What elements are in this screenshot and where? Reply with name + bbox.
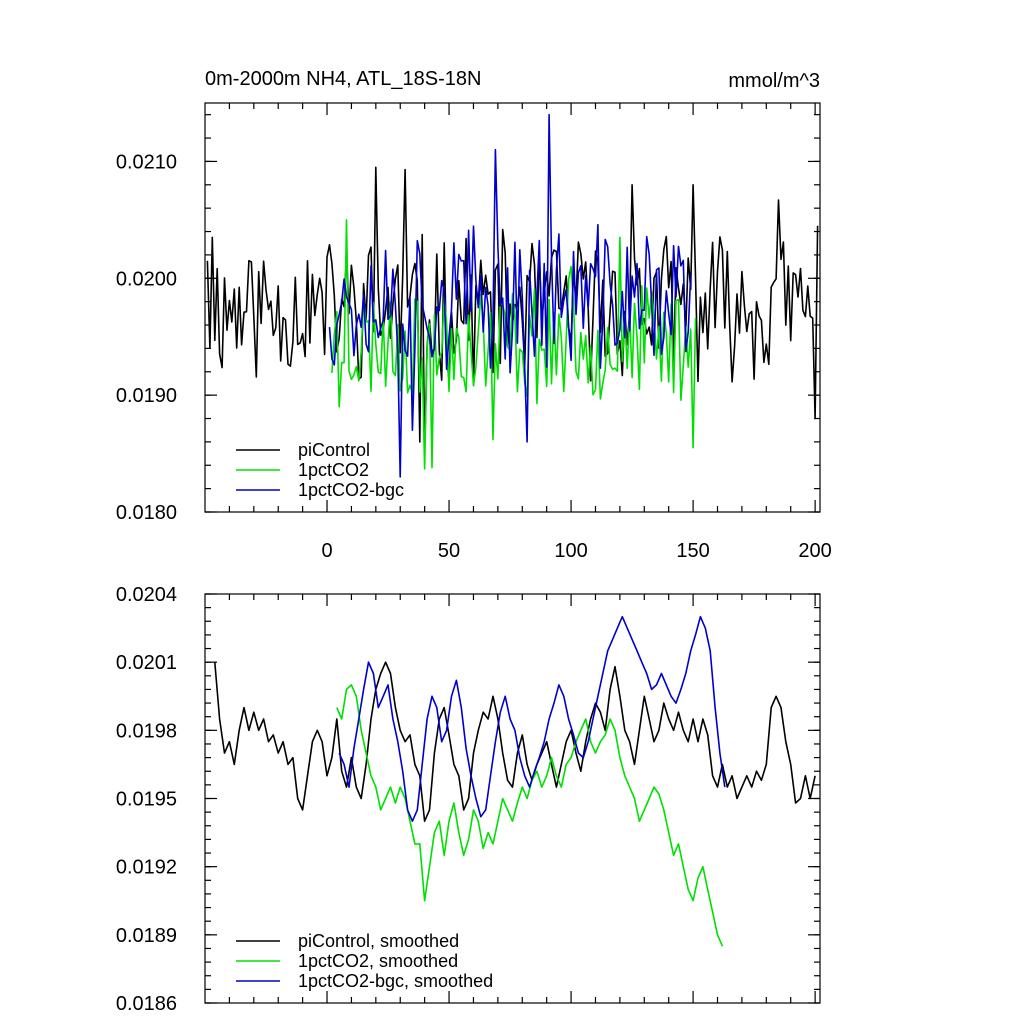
y-tick-label: 0.0192 <box>116 857 177 879</box>
top-series-1pctco2-bgc <box>328 113 692 478</box>
bottom-panel-series <box>214 615 816 947</box>
bottom-series-1pctco2-bgc-smoothed <box>338 615 726 822</box>
top-panel-units: mmol/m^3 <box>728 70 820 92</box>
top-panel-ticks <box>205 103 820 513</box>
y-tick-label: 0.0195 <box>116 789 177 811</box>
legend-label: piControl, smoothed <box>298 931 459 951</box>
y-tick-label: 0.0210 <box>116 151 177 173</box>
legend-label: 1pctCO2 <box>298 460 369 480</box>
x-tick-label: 50 <box>438 540 460 562</box>
y-tick-label: 0.0198 <box>116 720 177 742</box>
bottom-panel: 0.0186 0.0189 0.0192 0.0195 0.0198 0.0201 0.02… <box>116 584 821 1015</box>
y-tick-label: 0.0189 <box>116 925 177 947</box>
legend-label: 1pctCO2-bgc <box>298 480 404 500</box>
y-tick-label: 0.0180 <box>116 502 177 524</box>
top-panel-title: 0m-2000m NH4, ATL_18S-18N <box>205 68 481 90</box>
legend-label: 1pctCO2, smoothed <box>298 951 458 971</box>
y-tick-label: 0.0190 <box>116 385 177 407</box>
x-tick-label: 0 <box>321 540 332 562</box>
bottom-panel-tick-labels: 0.0186 0.0189 0.0192 0.0195 0.0198 0.0201 0.02… <box>116 584 177 1015</box>
bottom-series-picontrol-smoothed <box>214 661 816 822</box>
y-tick-label: 0.0200 <box>116 268 177 290</box>
top-panel-frame <box>204 102 821 513</box>
x-tick-label: 200 <box>798 540 831 562</box>
x-tick-label: 150 <box>676 540 709 562</box>
x-tick-label: 100 <box>554 540 587 562</box>
legend-label: 1pctCO2-bgc, smoothed <box>298 971 493 991</box>
y-tick-label: 0.0204 <box>116 584 177 606</box>
y-tick-label: 0.0201 <box>116 652 177 674</box>
legend-label: piControl <box>298 440 370 460</box>
top-panel-tick-labels: 0.0180 0.0190 0.0200 0.0210 0 50 100 150 200 <box>116 151 832 562</box>
top-panel: 0m-2000m NH4, ATL_18S-18N mmol/m^3 0.018… <box>116 68 832 562</box>
y-tick-label: 0.0186 <box>116 993 177 1015</box>
top-panel-series <box>206 113 819 478</box>
bottom-panel-ticks <box>205 593 820 1004</box>
bottom-series-1pctco2-smoothed <box>336 684 724 947</box>
